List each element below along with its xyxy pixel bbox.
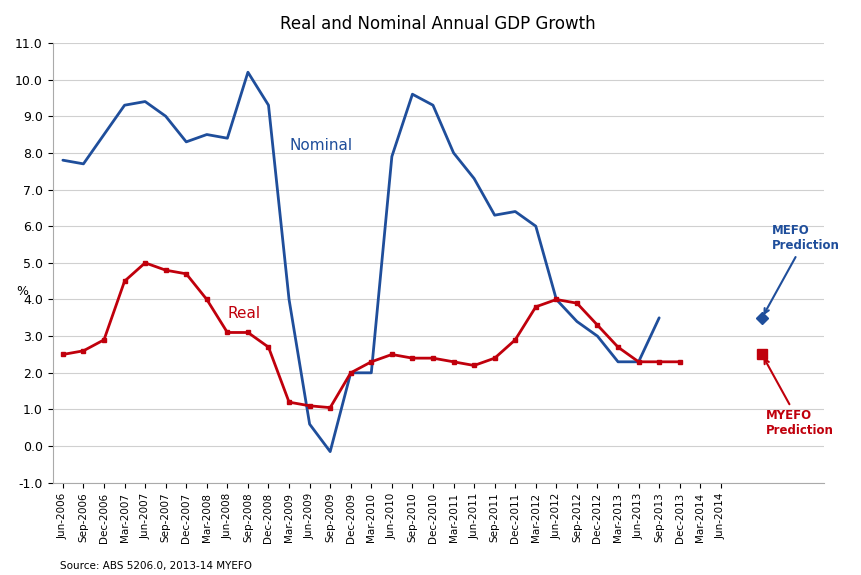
Text: Nominal: Nominal (288, 138, 352, 153)
Title: Real and Nominal Annual GDP Growth: Real and Nominal Annual GDP Growth (280, 15, 595, 33)
Text: MYEFO
Prediction: MYEFO Prediction (764, 359, 833, 438)
Y-axis label: %: % (15, 285, 28, 298)
Text: Real: Real (227, 306, 260, 321)
Text: MEFO
Prediction: MEFO Prediction (764, 224, 839, 313)
Text: Source: ABS 5206.0, 2013-14 MYEFO: Source: ABS 5206.0, 2013-14 MYEFO (60, 561, 252, 571)
